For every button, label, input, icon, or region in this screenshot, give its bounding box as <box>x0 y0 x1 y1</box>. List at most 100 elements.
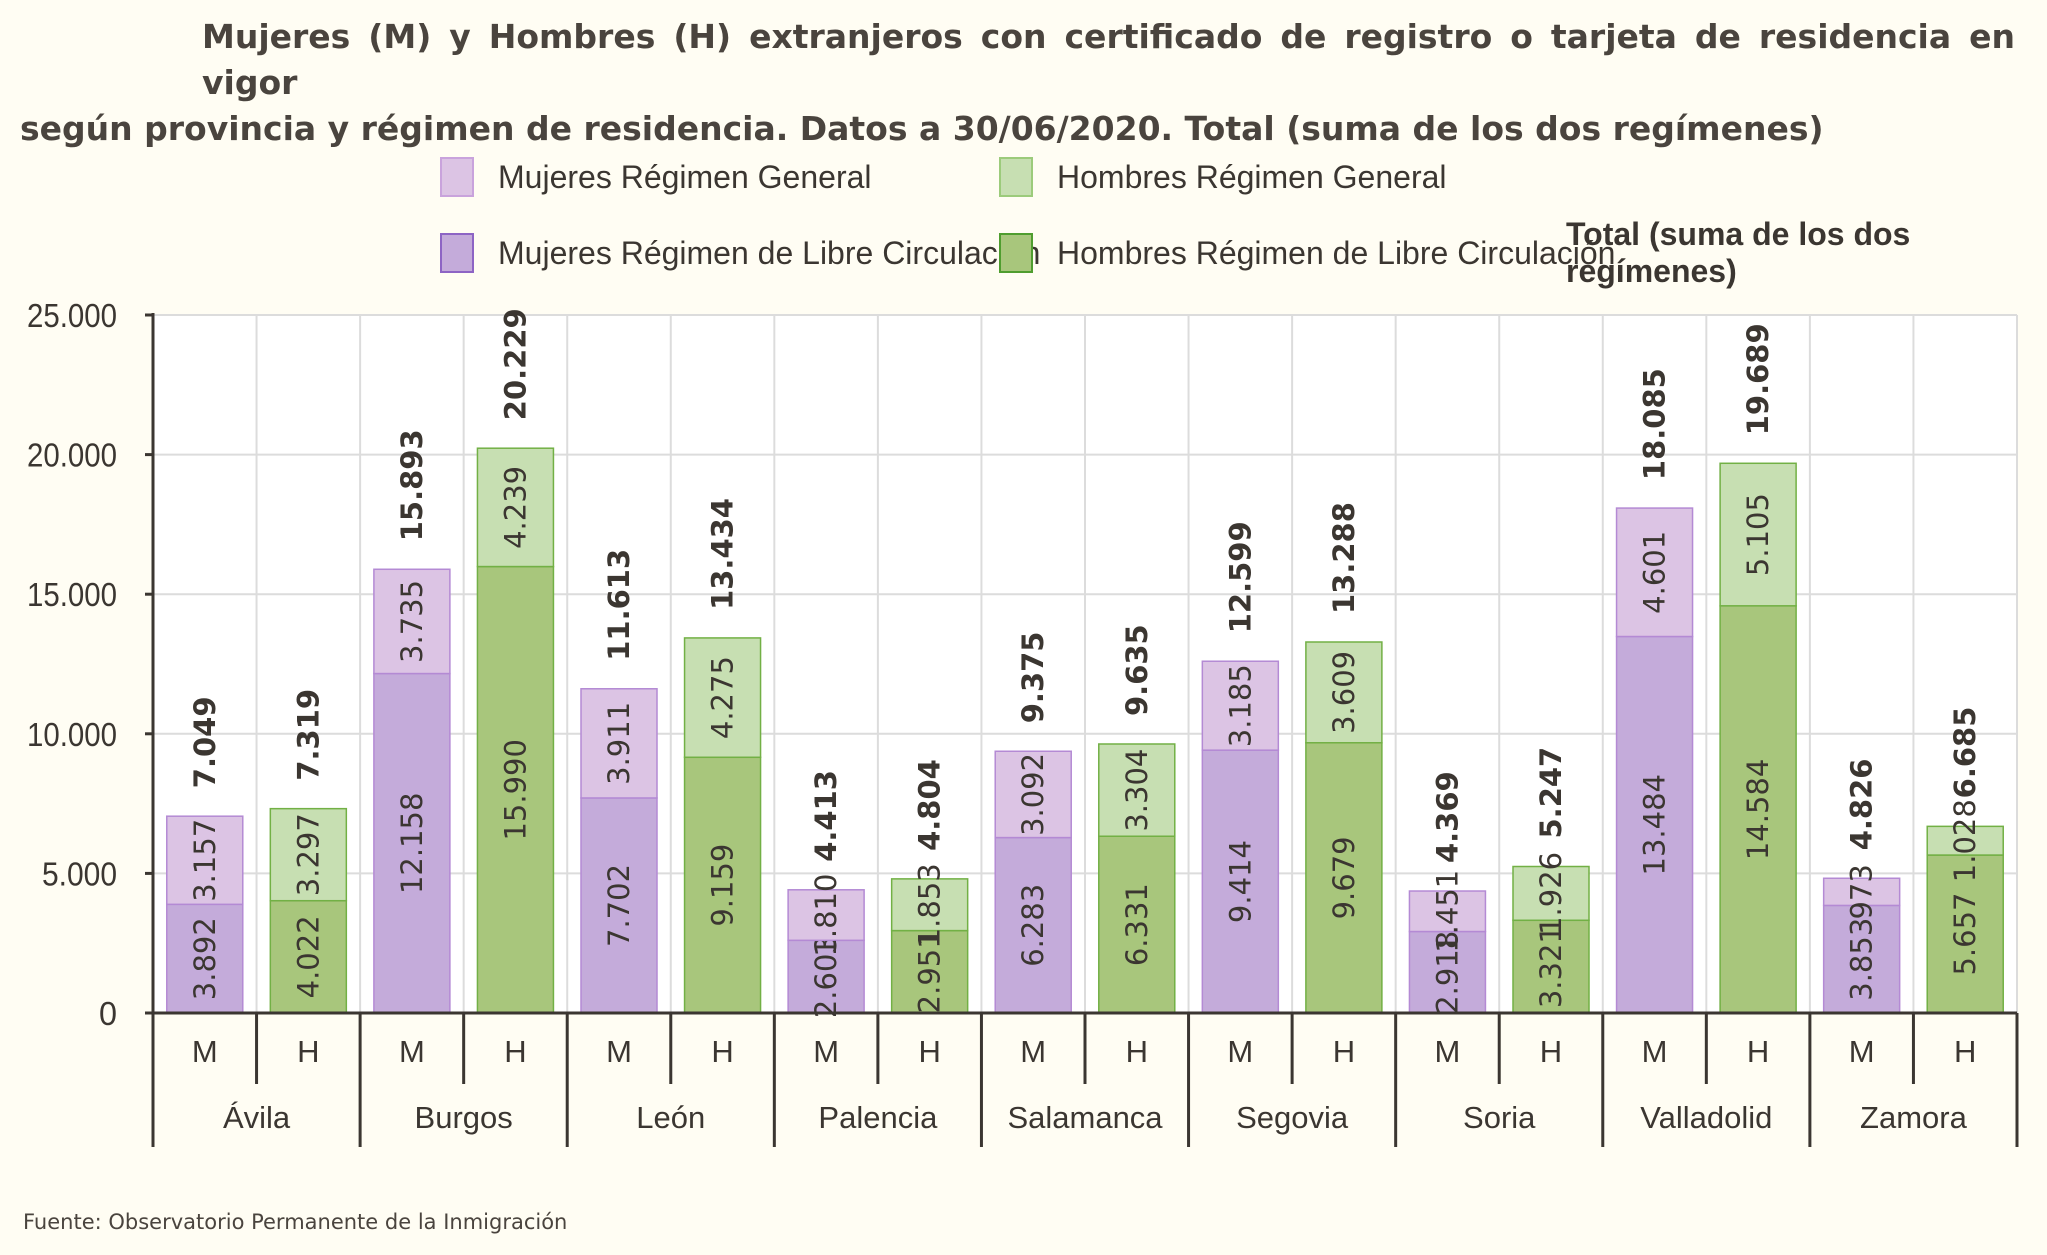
bar-value-label: 2.951 <box>913 930 947 1013</box>
legend-swatch <box>440 157 474 197</box>
bar-segment <box>166 903 244 1014</box>
bar-value-label: 13.484 <box>1638 774 1672 875</box>
category-sublabel: M <box>606 1034 632 1069</box>
y-tick-label: 0 <box>99 995 117 1032</box>
bar-value-label: 1.028 <box>1948 799 1982 882</box>
total-label: 9.375 <box>1016 632 1050 724</box>
total-label: 4.826 <box>1845 759 1879 851</box>
title-line-2: según provincia y régimen de residencia.… <box>20 109 1824 148</box>
total-label: 7.049 <box>188 696 222 788</box>
bar-segment <box>1822 877 1901 907</box>
bar-segment <box>1512 865 1590 922</box>
bar-segment <box>476 447 555 568</box>
bar-value-label: 3.092 <box>1016 753 1050 836</box>
category-sublabel: M <box>813 1034 839 1069</box>
bar-value-label: 4.022 <box>291 915 325 998</box>
total-label: 11.613 <box>602 549 636 661</box>
bar-value-label: 4.275 <box>706 656 740 739</box>
bar-segment <box>373 568 451 675</box>
bar-value-label: 2.918 <box>1430 931 1464 1014</box>
bar-segment <box>1305 742 1383 1014</box>
total-label: 7.319 <box>291 689 325 781</box>
bar-segment <box>1305 641 1383 744</box>
bar-segment <box>166 815 244 906</box>
bar-segment <box>787 889 865 942</box>
legend-mujeres-libre: Mujeres Régimen de Libre Circulación <box>440 233 1040 273</box>
y-tick-label: 20.000 <box>27 437 117 474</box>
total-label: 4.369 <box>1430 771 1464 863</box>
bar-value-label: 4.239 <box>498 466 532 549</box>
category-sublabel: H <box>1954 1034 1976 1069</box>
bar-segment <box>1201 660 1280 751</box>
bar-segment <box>1201 749 1280 1014</box>
bar-value-label: 6.283 <box>1016 884 1050 967</box>
title-line-1: Mujeres (M) y Hombres (H) extranjeros co… <box>202 17 2015 102</box>
legend-label: Total (suma de los dos regímenes) <box>1566 216 1911 289</box>
bar-value-label: 5.657 <box>1948 893 1982 976</box>
bar-value-label: 3.304 <box>1120 749 1154 832</box>
legend-mujeres-general: Mujeres Régimen General <box>440 157 872 197</box>
bar-value-label: 7.702 <box>602 864 636 947</box>
legend-hombres-libre: Hombres Régimen de Libre Circulación <box>999 233 1615 273</box>
bar-segment <box>683 637 762 759</box>
bar-segment <box>1822 904 1901 1014</box>
bar-segment <box>269 807 348 902</box>
category-sublabel: M <box>1849 1034 1875 1069</box>
category-label: Segovia <box>1236 1100 1349 1135</box>
legend-label: Hombres Régimen General <box>1057 158 1447 195</box>
bar-segment <box>1719 462 1797 607</box>
bar-value-label: 3.185 <box>1223 664 1257 747</box>
bar-segment <box>580 688 658 799</box>
bar-segment <box>890 929 969 1014</box>
total-label: 20.229 <box>498 308 532 420</box>
bar-segment <box>1615 507 1694 638</box>
legend-label: Mujeres Régimen General <box>498 158 872 195</box>
bar-value-label: 14.584 <box>1741 759 1775 860</box>
category-sublabel: H <box>297 1034 319 1069</box>
bar-value-label: 15.990 <box>498 739 532 840</box>
category-label: Salamanca <box>1007 1100 1163 1135</box>
bar-value-label: 1.853 <box>913 863 947 946</box>
y-tick-label: 15.000 <box>27 576 117 613</box>
legend-hombres-general: Hombres Régimen General <box>999 157 1447 197</box>
total-label: 4.804 <box>913 759 947 851</box>
legend-total: Total (suma de los dos regímenes) <box>1566 216 2047 289</box>
category-label: Ávila <box>223 1100 291 1135</box>
total-label: 19.689 <box>1741 323 1775 435</box>
category-sublabel: H <box>504 1034 526 1069</box>
category-sublabel: M <box>1642 1034 1668 1069</box>
category-label: Palencia <box>818 1100 938 1135</box>
total-label: 12.599 <box>1223 521 1257 633</box>
total-label: 4.413 <box>809 770 843 862</box>
category-sublabel: M <box>399 1034 425 1069</box>
bar-value-label: 9.414 <box>1223 840 1257 923</box>
bar-segment <box>994 836 1072 1014</box>
category-sublabel: H <box>1540 1034 1562 1069</box>
legend-swatch <box>440 233 474 273</box>
y-tick-label: 5.000 <box>42 855 117 892</box>
bar-segment <box>1098 743 1176 837</box>
bar-value-label: 3.321 <box>1534 925 1568 1008</box>
legend-label: Mujeres Régimen de Libre Circulación <box>498 234 1041 271</box>
bar-value-label: 3.297 <box>291 813 325 896</box>
source-footer: Fuente: Observatorio Permanente de la In… <box>23 1210 568 1234</box>
bar-value-label: 3.609 <box>1327 651 1361 734</box>
bar-value-label: 3.157 <box>188 819 222 902</box>
bar-value-label: 9.679 <box>1327 836 1361 919</box>
bar-value-label: 4.601 <box>1638 531 1672 614</box>
bar-value-label: 3.911 <box>602 702 636 785</box>
bar-segment <box>269 899 348 1014</box>
legend-swatch <box>999 157 1033 197</box>
category-label: León <box>636 1100 705 1135</box>
bar-value-label: 3.892 <box>188 917 222 1000</box>
legend-label: Hombres Régimen de Libre Circulación <box>1057 234 1616 271</box>
category-label: Valladolid <box>1640 1100 1772 1135</box>
category-sublabel: M <box>1227 1034 1253 1069</box>
bar-value-label: 5.105 <box>1741 493 1775 576</box>
category-sublabel: H <box>918 1034 940 1069</box>
total-label: 15.893 <box>395 429 429 541</box>
total-label: 5.247 <box>1534 747 1568 839</box>
category-label: Zamora <box>1860 1100 1968 1135</box>
category-sublabel: M <box>192 1034 218 1069</box>
